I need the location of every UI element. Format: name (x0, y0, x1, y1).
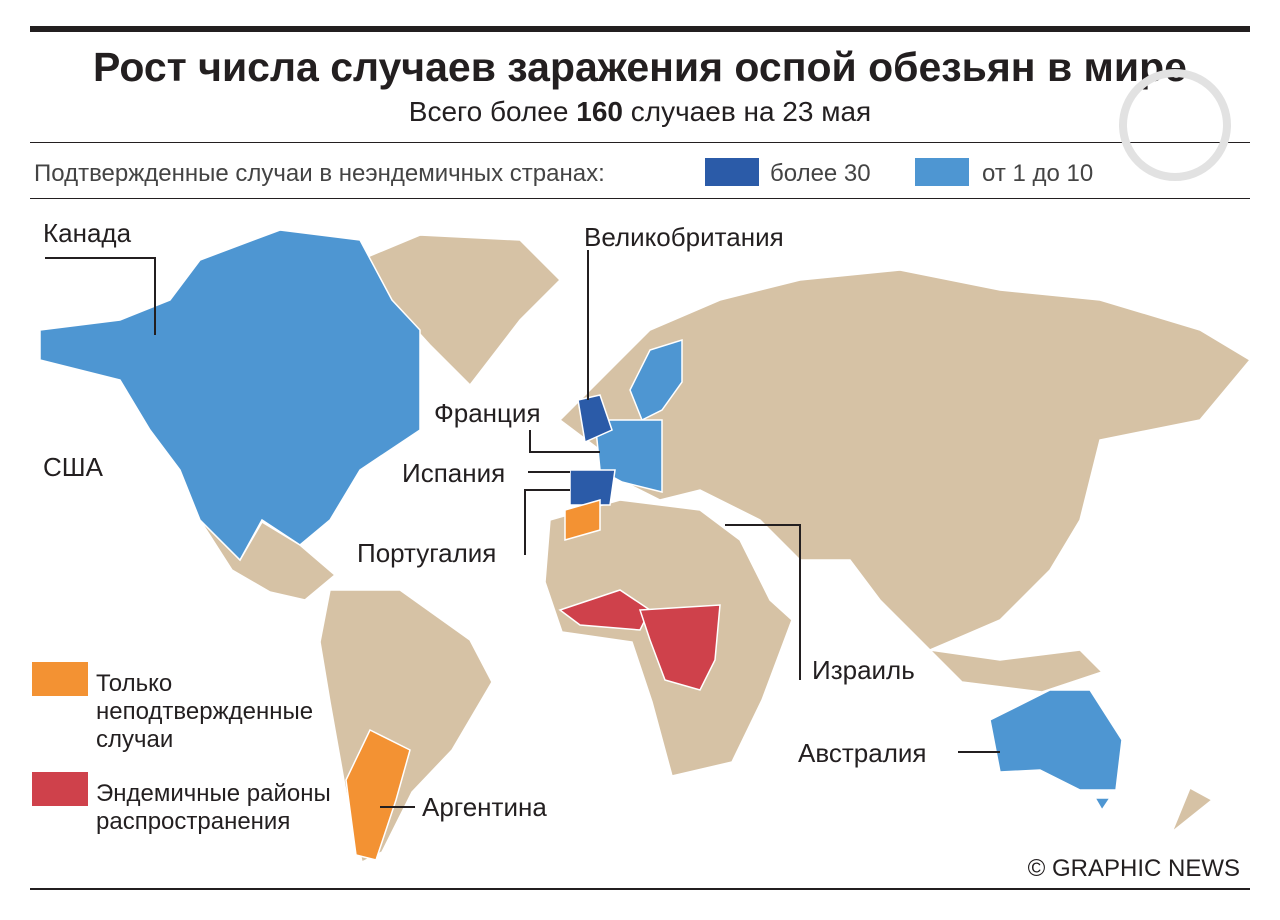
country-label: Израиль (812, 655, 915, 685)
credit: © GRAPHIC NEWS (1027, 855, 1240, 882)
argentina (345, 728, 411, 861)
north-america (39, 229, 421, 562)
country-label: Франция (434, 398, 541, 428)
legend-swatch (32, 662, 88, 696)
subtitle-text: Всего более (408, 96, 569, 127)
tasmania (1093, 797, 1112, 812)
legend-label: Подтвержденные случаи в неэндемичных стр… (34, 160, 605, 187)
country-label: Аргентина (422, 792, 547, 822)
legend-swatch (32, 772, 88, 806)
title: Рост числа случаев заражения оспой обезь… (93, 44, 1187, 90)
country-label: Канада (43, 218, 132, 248)
country-label: Португалия (357, 538, 497, 568)
top-rule (30, 26, 1250, 32)
leader-line (45, 257, 156, 335)
legend-text: более 30 (770, 160, 871, 187)
rule (30, 142, 1250, 143)
country-label: Великобритания (584, 222, 784, 252)
southeast-asia (927, 648, 1104, 693)
morocco (564, 499, 601, 541)
bottom-rule (30, 888, 1250, 890)
legend-text: Эндемичные районы распространения (96, 780, 331, 835)
country-label: Австралия (798, 738, 927, 768)
new-zealand (1170, 786, 1214, 835)
legend-swatch (705, 158, 759, 186)
legend-text: Только неподтвержденные случаи (96, 670, 314, 753)
legend-swatch (915, 158, 969, 186)
central-africa (638, 604, 721, 691)
subtitle-text: случаев на 23 мая (630, 96, 872, 127)
leader-line (529, 430, 600, 453)
rule (30, 198, 1250, 199)
leader-line (725, 524, 801, 680)
country-label: Испания (402, 458, 506, 488)
subtitle: Всего более 160 случаев на 23 мая (0, 96, 1280, 128)
subtitle-number: 160 (576, 96, 623, 127)
uk (577, 394, 613, 444)
country-label: США (43, 452, 103, 482)
spain (569, 469, 616, 506)
watermark (1119, 69, 1231, 181)
australia (989, 689, 1123, 791)
leader-line (524, 489, 570, 555)
eurasia (558, 269, 1252, 651)
legend-text: от 1 до 10 (982, 160, 1094, 187)
